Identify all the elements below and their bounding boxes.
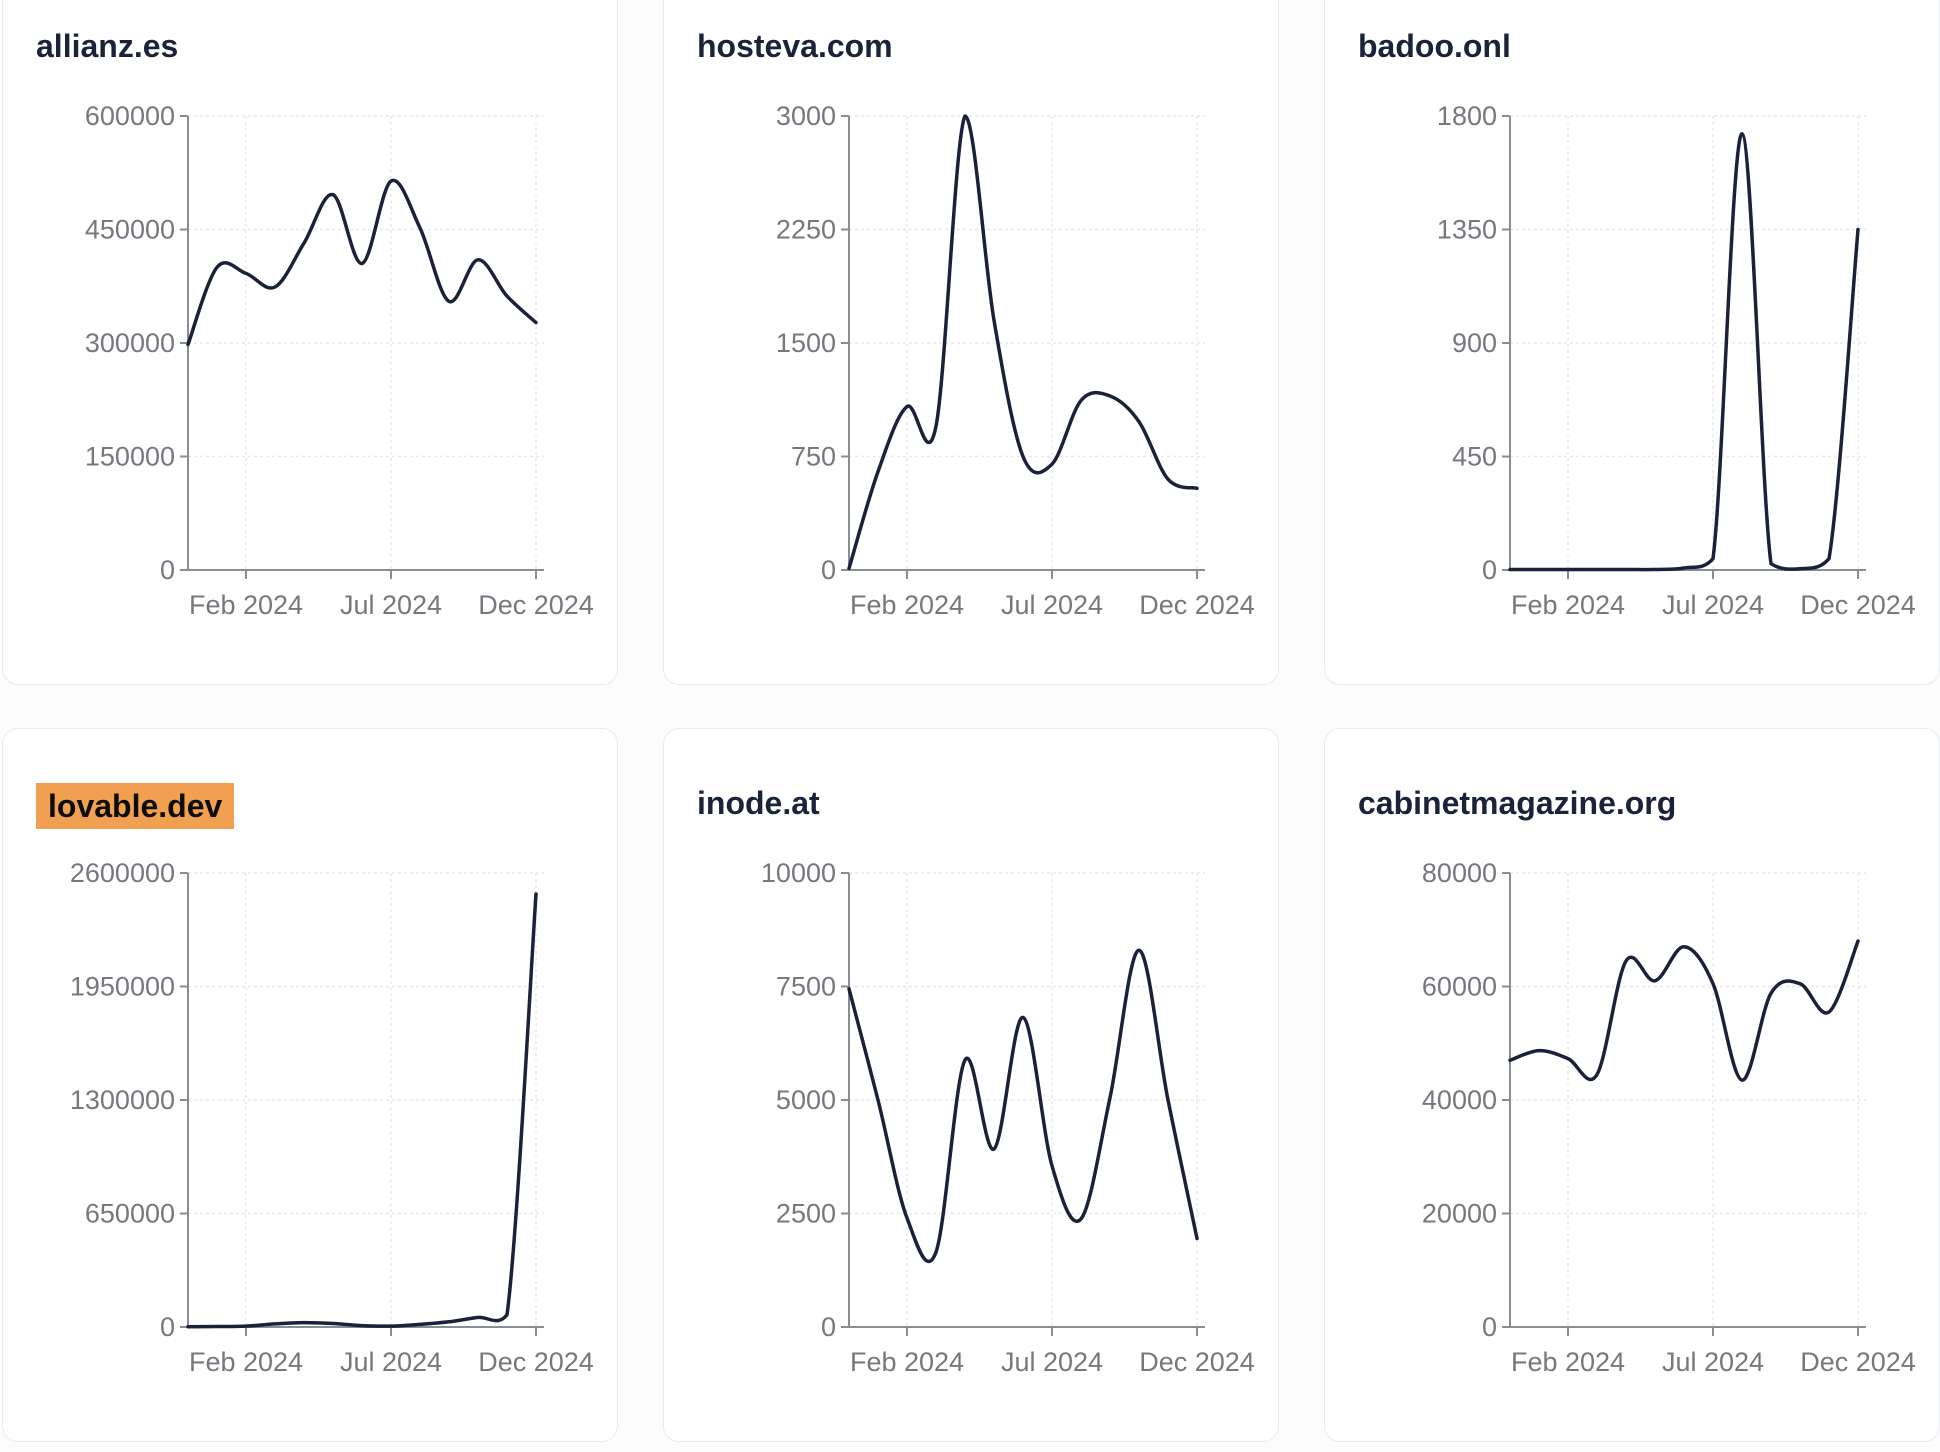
x-tick-label: Feb 2024 bbox=[850, 590, 964, 620]
chart-line bbox=[847, 114, 1199, 571]
x-tick-label: Jul 2024 bbox=[1001, 1347, 1103, 1377]
x-tick-label: Jul 2024 bbox=[1662, 590, 1764, 620]
x-tick-label: Dec 2024 bbox=[478, 1347, 594, 1377]
y-tick-label: 0 bbox=[1482, 555, 1497, 585]
x-tick-label: Feb 2024 bbox=[1511, 590, 1625, 620]
chart-line bbox=[847, 948, 1199, 1263]
chart-card-hosteva-com: hosteva.com 0 750 1500 2250 3000 Feb 2024 Jul … bbox=[663, 0, 1279, 685]
chart-card-inode-at: inode.at 0 2500 5000 7500 10000 Feb 2024 Jul 2… bbox=[663, 728, 1279, 1442]
y-tick-label: 0 bbox=[160, 1312, 175, 1342]
y-tick-label: 0 bbox=[1482, 1312, 1497, 1342]
chart-card-allianz-es: allianz.es 0 150000 300000 450000 600000 Feb … bbox=[2, 0, 618, 685]
x-tick-label: Feb 2024 bbox=[189, 1347, 303, 1377]
y-tick-label: 600000 bbox=[85, 101, 175, 131]
x-tick-label: Feb 2024 bbox=[189, 590, 303, 620]
chart-title: cabinetmagazine.org bbox=[1358, 783, 1939, 823]
axes bbox=[1502, 872, 1866, 1336]
chart-title: badoo.onl bbox=[1358, 26, 1939, 66]
y-tick-label: 900 bbox=[1452, 328, 1497, 358]
chart-title-text: hosteva.com bbox=[697, 28, 893, 64]
grid-lines bbox=[188, 115, 544, 570]
grid-lines bbox=[1510, 872, 1866, 1327]
x-tick-label: Jul 2024 bbox=[1662, 1347, 1764, 1377]
y-tick-label: 750 bbox=[791, 442, 836, 472]
line-chart-svg: 0 2500 5000 7500 10000 Feb 2024 Jul 2024 Dec 20… bbox=[761, 858, 1255, 1377]
x-tick-label: Dec 2024 bbox=[1800, 1347, 1916, 1377]
x-tick-label: Feb 2024 bbox=[850, 1347, 964, 1377]
chart-line bbox=[1508, 939, 1860, 1082]
line-chart-svg: 0 450 900 1350 1800 Feb 2024 Jul 2024 Dec 2024 bbox=[1437, 101, 1916, 620]
chart-title-text: badoo.onl bbox=[1358, 28, 1511, 64]
chart-title: lovable.dev bbox=[36, 783, 617, 829]
chart-card-cabinetmagazine-org: cabinetmagazine.org 0 20000 40000 60000 8000… bbox=[1324, 728, 1940, 1442]
axes bbox=[841, 872, 1205, 1336]
x-tick-label: Feb 2024 bbox=[1511, 1347, 1625, 1377]
y-tick-label: 1500 bbox=[776, 328, 836, 358]
axes bbox=[180, 115, 544, 579]
y-tick-label: 1950000 bbox=[70, 972, 175, 1002]
line-chart-svg: 0 150000 300000 450000 600000 Feb 2024 Jul 202… bbox=[85, 101, 594, 620]
chart-line bbox=[186, 892, 538, 1329]
y-tick-label: 150000 bbox=[85, 442, 175, 472]
x-tick-label: Jul 2024 bbox=[340, 1347, 442, 1377]
x-tick-label: Jul 2024 bbox=[340, 590, 442, 620]
y-tick-label: 300000 bbox=[85, 328, 175, 358]
y-tick-label: 450 bbox=[1452, 442, 1497, 472]
axes bbox=[1502, 115, 1866, 579]
x-tick-label: Dec 2024 bbox=[1139, 590, 1255, 620]
x-tick-label: Dec 2024 bbox=[1800, 590, 1916, 620]
y-tick-label: 10000 bbox=[761, 858, 836, 888]
y-tick-label: 1800 bbox=[1437, 101, 1497, 131]
y-tick-label: 2500 bbox=[776, 1199, 836, 1229]
chart-card-badoo-onl: badoo.onl 0 450 900 1350 1800 Feb 2024 Jul 202… bbox=[1324, 0, 1940, 685]
y-tick-label: 5000 bbox=[776, 1085, 836, 1115]
grid-lines bbox=[1510, 115, 1866, 570]
y-tick-label: 2600000 bbox=[70, 858, 175, 888]
y-tick-label: 0 bbox=[821, 1312, 836, 1342]
y-tick-label: 1300000 bbox=[70, 1085, 175, 1115]
y-tick-label: 7500 bbox=[776, 972, 836, 1002]
chart-title-text: lovable.dev bbox=[36, 783, 235, 829]
y-tick-label: 20000 bbox=[1422, 1199, 1497, 1229]
x-tick-label: Dec 2024 bbox=[478, 590, 594, 620]
chart-title: allianz.es bbox=[36, 26, 617, 66]
x-tick-label: Jul 2024 bbox=[1001, 590, 1103, 620]
y-tick-label: 3000 bbox=[776, 101, 836, 131]
line-chart-svg: 0 20000 40000 60000 80000 Feb 2024 Jul 2024 Dec… bbox=[1422, 858, 1916, 1377]
y-tick-label: 40000 bbox=[1422, 1085, 1497, 1115]
line-chart-svg: 0 650000 1300000 1950000 2600000 Feb 2024 Jul … bbox=[70, 858, 594, 1377]
grid-lines bbox=[849, 115, 1205, 570]
y-tick-label: 450000 bbox=[85, 215, 175, 245]
axes bbox=[841, 115, 1205, 579]
y-tick-label: 60000 bbox=[1422, 972, 1497, 1002]
y-tick-label: 650000 bbox=[85, 1199, 175, 1229]
y-tick-label: 1350 bbox=[1437, 215, 1497, 245]
grid-lines bbox=[849, 872, 1205, 1327]
chart-line bbox=[186, 178, 538, 347]
chart-card-lovable-dev: lovable.dev 0 650000 1300000 1950000 2600000… bbox=[2, 728, 618, 1442]
y-tick-label: 0 bbox=[821, 555, 836, 585]
chart-title: inode.at bbox=[697, 783, 1278, 823]
line-chart-svg: 0 750 1500 2250 3000 Feb 2024 Jul 2024 Dec 2024 bbox=[776, 101, 1255, 620]
y-tick-label: 80000 bbox=[1422, 858, 1497, 888]
axes bbox=[180, 872, 544, 1336]
chart-title-text: allianz.es bbox=[36, 28, 179, 64]
chart-title-text: cabinetmagazine.org bbox=[1358, 785, 1677, 821]
y-tick-label: 2250 bbox=[776, 215, 836, 245]
chart-title: hosteva.com bbox=[697, 26, 1278, 66]
grid-lines bbox=[188, 872, 544, 1327]
chart-title-text: inode.at bbox=[697, 785, 820, 821]
chart-line bbox=[1508, 131, 1860, 572]
x-tick-label: Dec 2024 bbox=[1139, 1347, 1255, 1377]
y-tick-label: 0 bbox=[160, 555, 175, 585]
